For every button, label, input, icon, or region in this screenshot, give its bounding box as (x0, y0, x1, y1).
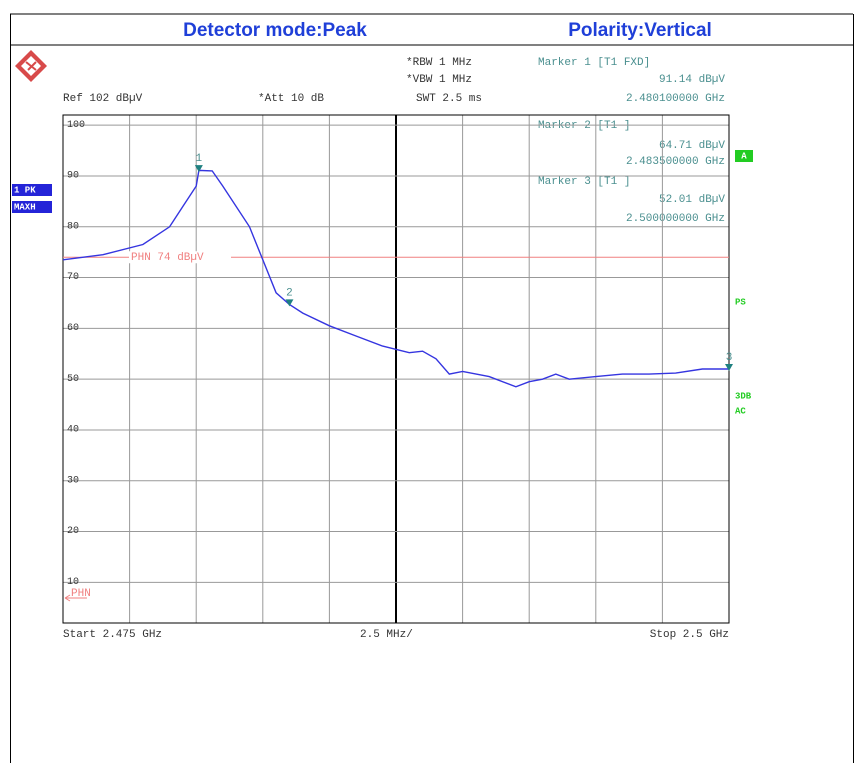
trace (62, 169, 729, 388)
y-tick-label: 80 (67, 221, 79, 232)
mode-badge: MAXH (14, 202, 36, 212)
y-tick-label: 90 (67, 171, 79, 182)
marker (194, 165, 203, 173)
y-tick-label: 60 (67, 323, 79, 334)
y-tick-label: 30 (67, 475, 79, 486)
y-tick-label: 20 (67, 526, 79, 537)
footer-span: 2.5 MHz/ (360, 629, 413, 641)
ps-badge: PS (735, 297, 746, 307)
setting: Ref 102 dBµV (63, 93, 143, 105)
label-bg (129, 251, 231, 264)
y-tick-label: 40 (67, 425, 79, 436)
display-line-label: PHN 74 dBµV (131, 252, 204, 264)
marker-readout: 2.483500000 GHz (626, 156, 725, 168)
marker-readout: 52.01 dBµV (659, 194, 725, 206)
marker-readout: Marker 1 [T1 FXD] (538, 57, 650, 69)
logo (15, 50, 47, 82)
y-tick-label: 10 (67, 577, 79, 588)
y-tick-label: 100 (67, 120, 85, 131)
header-polarity: Polarity:Vertical (568, 20, 712, 41)
marker-label: 2 (286, 287, 293, 299)
setting: *Att 10 dB (258, 93, 324, 105)
trace-badge: 1 PK (14, 185, 36, 195)
y-tick-label: 70 (67, 272, 79, 283)
badge (735, 150, 753, 162)
marker-label: 3 (726, 352, 733, 364)
setting: *VBW 1 MHz (406, 74, 472, 86)
marker-readout: 64.71 dBµV (659, 140, 725, 152)
db-badge: 3DB (735, 391, 752, 401)
ac-badge: AC (735, 406, 746, 416)
marker-label: 1 (196, 153, 203, 165)
display-line-short: PHN (71, 588, 91, 600)
badge (12, 184, 52, 196)
marker (725, 363, 733, 371)
footer-stop: Stop 2.5 GHz (650, 629, 729, 641)
footer-start: Start 2.475 GHz (63, 629, 162, 641)
marker-readout: 2.480100000 GHz (626, 93, 725, 105)
badge (12, 201, 52, 213)
marker-readout: Marker 3 [T1 ] (538, 176, 630, 188)
y-tick-label: 50 (67, 374, 79, 385)
marker-readout: 2.500000000 GHz (626, 213, 725, 225)
marker (285, 299, 294, 307)
arrow (64, 594, 87, 602)
marker-readout: 91.14 dBµV (659, 74, 725, 86)
setting: *RBW 1 MHz (406, 57, 472, 69)
header-detector: Detector mode:Peak (183, 20, 367, 41)
setting: SWT 2.5 ms (416, 93, 482, 105)
marker-readout: Marker 2 [T1 ] (538, 120, 630, 132)
screen-badge: A (741, 151, 747, 161)
